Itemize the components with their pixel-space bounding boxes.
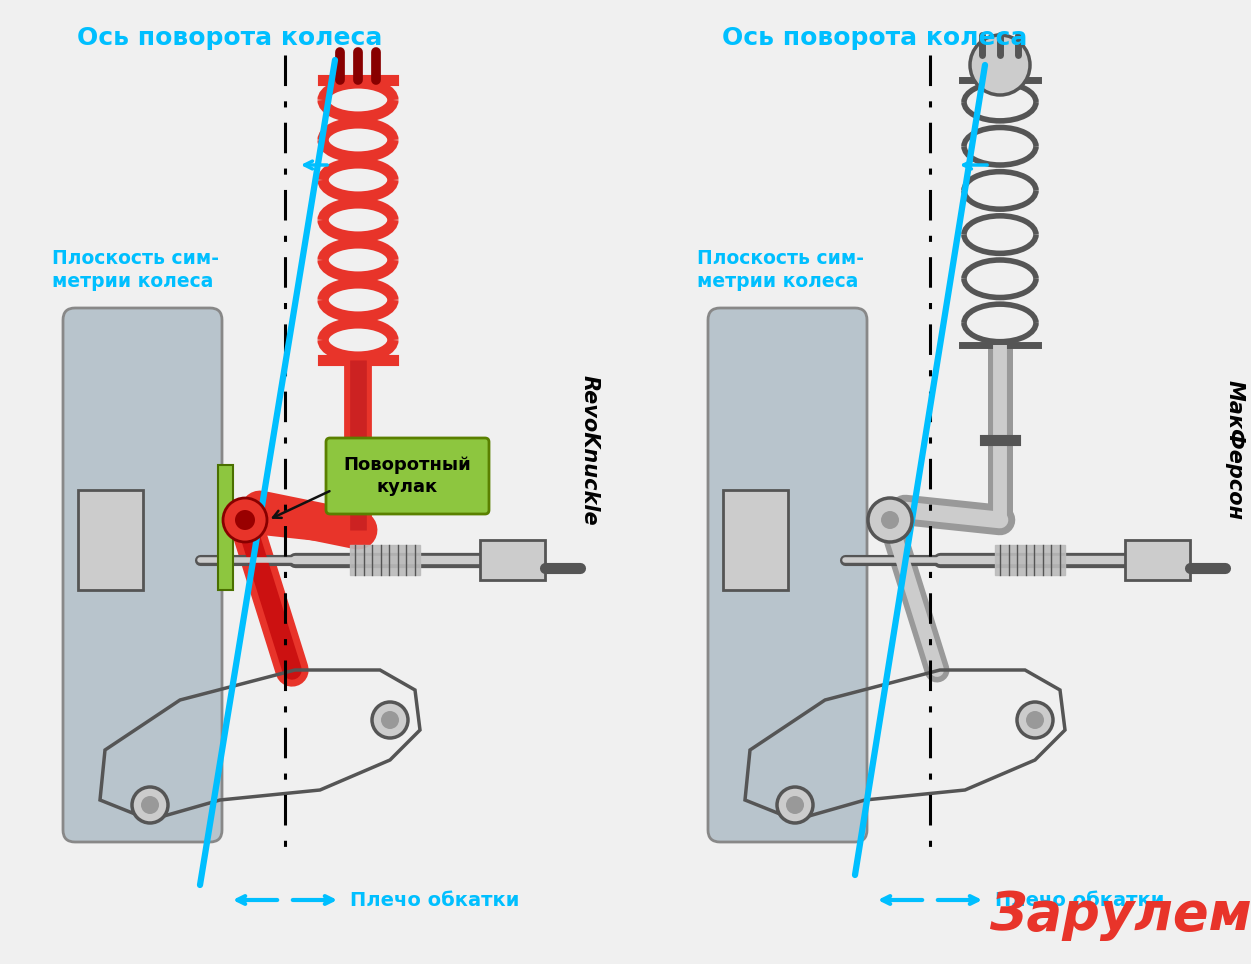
Circle shape [970, 35, 1030, 95]
Bar [218, 465, 233, 590]
Circle shape [133, 787, 168, 823]
Circle shape [1017, 702, 1053, 738]
Text: Плоскость сим-
метрии колеса: Плоскость сим- метрии колеса [53, 249, 219, 291]
Bar [1125, 540, 1190, 580]
Text: Плечо обкатки: Плечо обкатки [350, 891, 519, 909]
Circle shape [777, 787, 813, 823]
Circle shape [868, 498, 912, 542]
Text: RevoKnuckle: RevoKnuckle [580, 375, 600, 525]
Text: Поворотный
кулак: Поворотный кулак [343, 456, 470, 496]
Text: Ось поворота колеса: Ось поворота колеса [78, 26, 383, 50]
Text: Зарулем: Зарулем [988, 889, 1251, 941]
Text: МакФерсон: МакФерсон [1225, 380, 1245, 520]
Text: Плечо обкатки: Плечо обкатки [995, 891, 1165, 909]
Bar [480, 540, 545, 580]
Circle shape [881, 511, 899, 529]
Circle shape [223, 498, 266, 542]
Circle shape [786, 796, 804, 814]
Circle shape [1026, 711, 1045, 729]
Text: Ось поворота колеса: Ось поворота колеса [722, 26, 1027, 50]
FancyBboxPatch shape [63, 308, 221, 842]
Text: Плоскость сим-
метрии колеса: Плоскость сим- метрии колеса [697, 249, 864, 291]
Circle shape [235, 510, 255, 530]
Circle shape [141, 796, 159, 814]
Bar [78, 490, 143, 590]
Circle shape [382, 711, 399, 729]
FancyBboxPatch shape [327, 438, 489, 514]
Circle shape [372, 702, 408, 738]
Bar [723, 490, 788, 590]
FancyBboxPatch shape [708, 308, 867, 842]
